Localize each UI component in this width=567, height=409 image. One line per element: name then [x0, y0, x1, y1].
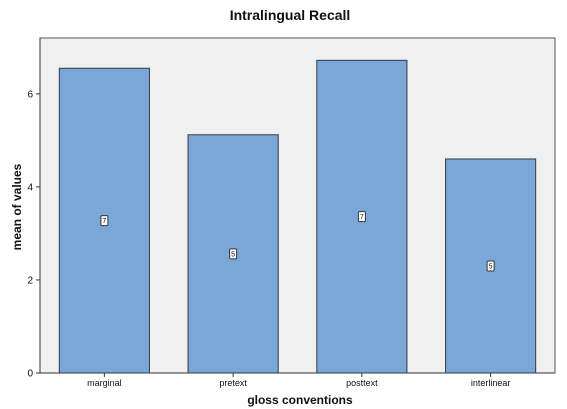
- bar-data-label: 5: [489, 263, 493, 270]
- bar-label-box: [357, 211, 366, 223]
- y-tick-label: 0: [27, 369, 33, 380]
- x-tick-label-marginal: marginal: [87, 378, 122, 388]
- x-axis-title: gloss conventions: [247, 393, 353, 407]
- x-axis: marginal pretext posttext interlinear: [40, 372, 555, 388]
- x-tick-label-pretext: pretext: [219, 378, 247, 388]
- y-axis: 0 2 4 6: [27, 38, 41, 380]
- y-axis-title: mean of values: [10, 163, 24, 250]
- bar-data-label: 7: [102, 218, 106, 225]
- y-tick-label: 4: [27, 182, 33, 193]
- bar-data-label: 5: [231, 251, 235, 258]
- bar-label-box: [486, 260, 495, 272]
- x-tick-label-posttext: posttext: [346, 378, 378, 388]
- x-tick-label-interlinear: interlinear: [471, 378, 511, 388]
- bars: 7 5 7 5: [58, 59, 537, 374]
- bar-label-box: [229, 248, 238, 260]
- chart-title: Intralingual Recall: [230, 7, 351, 23]
- bar-label-box: [100, 215, 109, 227]
- y-tick-label: 2: [27, 275, 33, 286]
- bar-data-label: 7: [360, 214, 364, 221]
- y-tick-label: 6: [27, 89, 33, 100]
